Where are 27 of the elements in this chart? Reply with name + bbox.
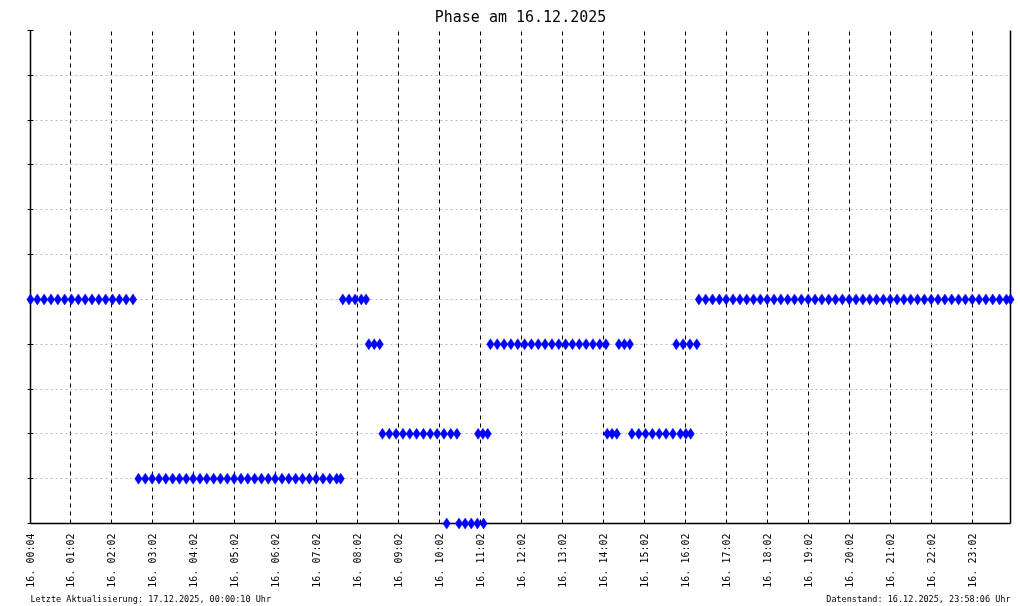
x-tick-label: 16. 13:02: [556, 533, 568, 588]
x-tick-label: 16. 18:02: [761, 533, 773, 588]
x-tick-label: 16. 02:02: [105, 533, 117, 588]
x-tick-label: 16. 17:02: [720, 533, 732, 588]
x-tick-label: 16. 16:02: [679, 533, 691, 588]
x-tick-label: 16. 08:02: [351, 533, 363, 588]
chart-title: Phase am 16.12.2025: [434, 7, 607, 26]
x-tick-label: 16. 06:02: [269, 533, 281, 588]
x-tick-label: 16. 03:02: [146, 533, 158, 588]
x-tick-label: 16. 15:02: [638, 533, 650, 588]
x-tick-label: 16. 00:04: [25, 533, 36, 588]
x-tick-label: 16. 01:02: [64, 533, 76, 588]
x-tick-label: 16. 14:02: [597, 533, 609, 588]
x-tick-label: 16. 12:02: [515, 533, 527, 588]
x-tick-label: 16. 09:02: [392, 533, 404, 588]
x-tick-label: 16. 04:02: [187, 533, 199, 588]
text: Letzte Aktualisierung: 17.12.2025, 00:00:10 Uhr: [30, 594, 272, 605]
text: Datenstand: 16.12.2025, 23:58:06 Uhr: [826, 594, 1011, 605]
x-tick-label: 16. 11:02: [474, 533, 486, 588]
x-tick-label: 16. 10:02: [433, 533, 445, 588]
x-tick-label: 16. 05:02: [228, 533, 240, 588]
x-tick-label: 16. 23:02: [966, 533, 978, 588]
x-tick-label: 16. 21:02: [884, 533, 896, 588]
x-tick-label: 16. 07:02: [310, 533, 322, 588]
x-tick-label: 16. 20:02: [843, 533, 855, 588]
x-tick-label: 16. 19:02: [802, 533, 814, 588]
x-tick-label: 16. 22:02: [925, 533, 937, 588]
